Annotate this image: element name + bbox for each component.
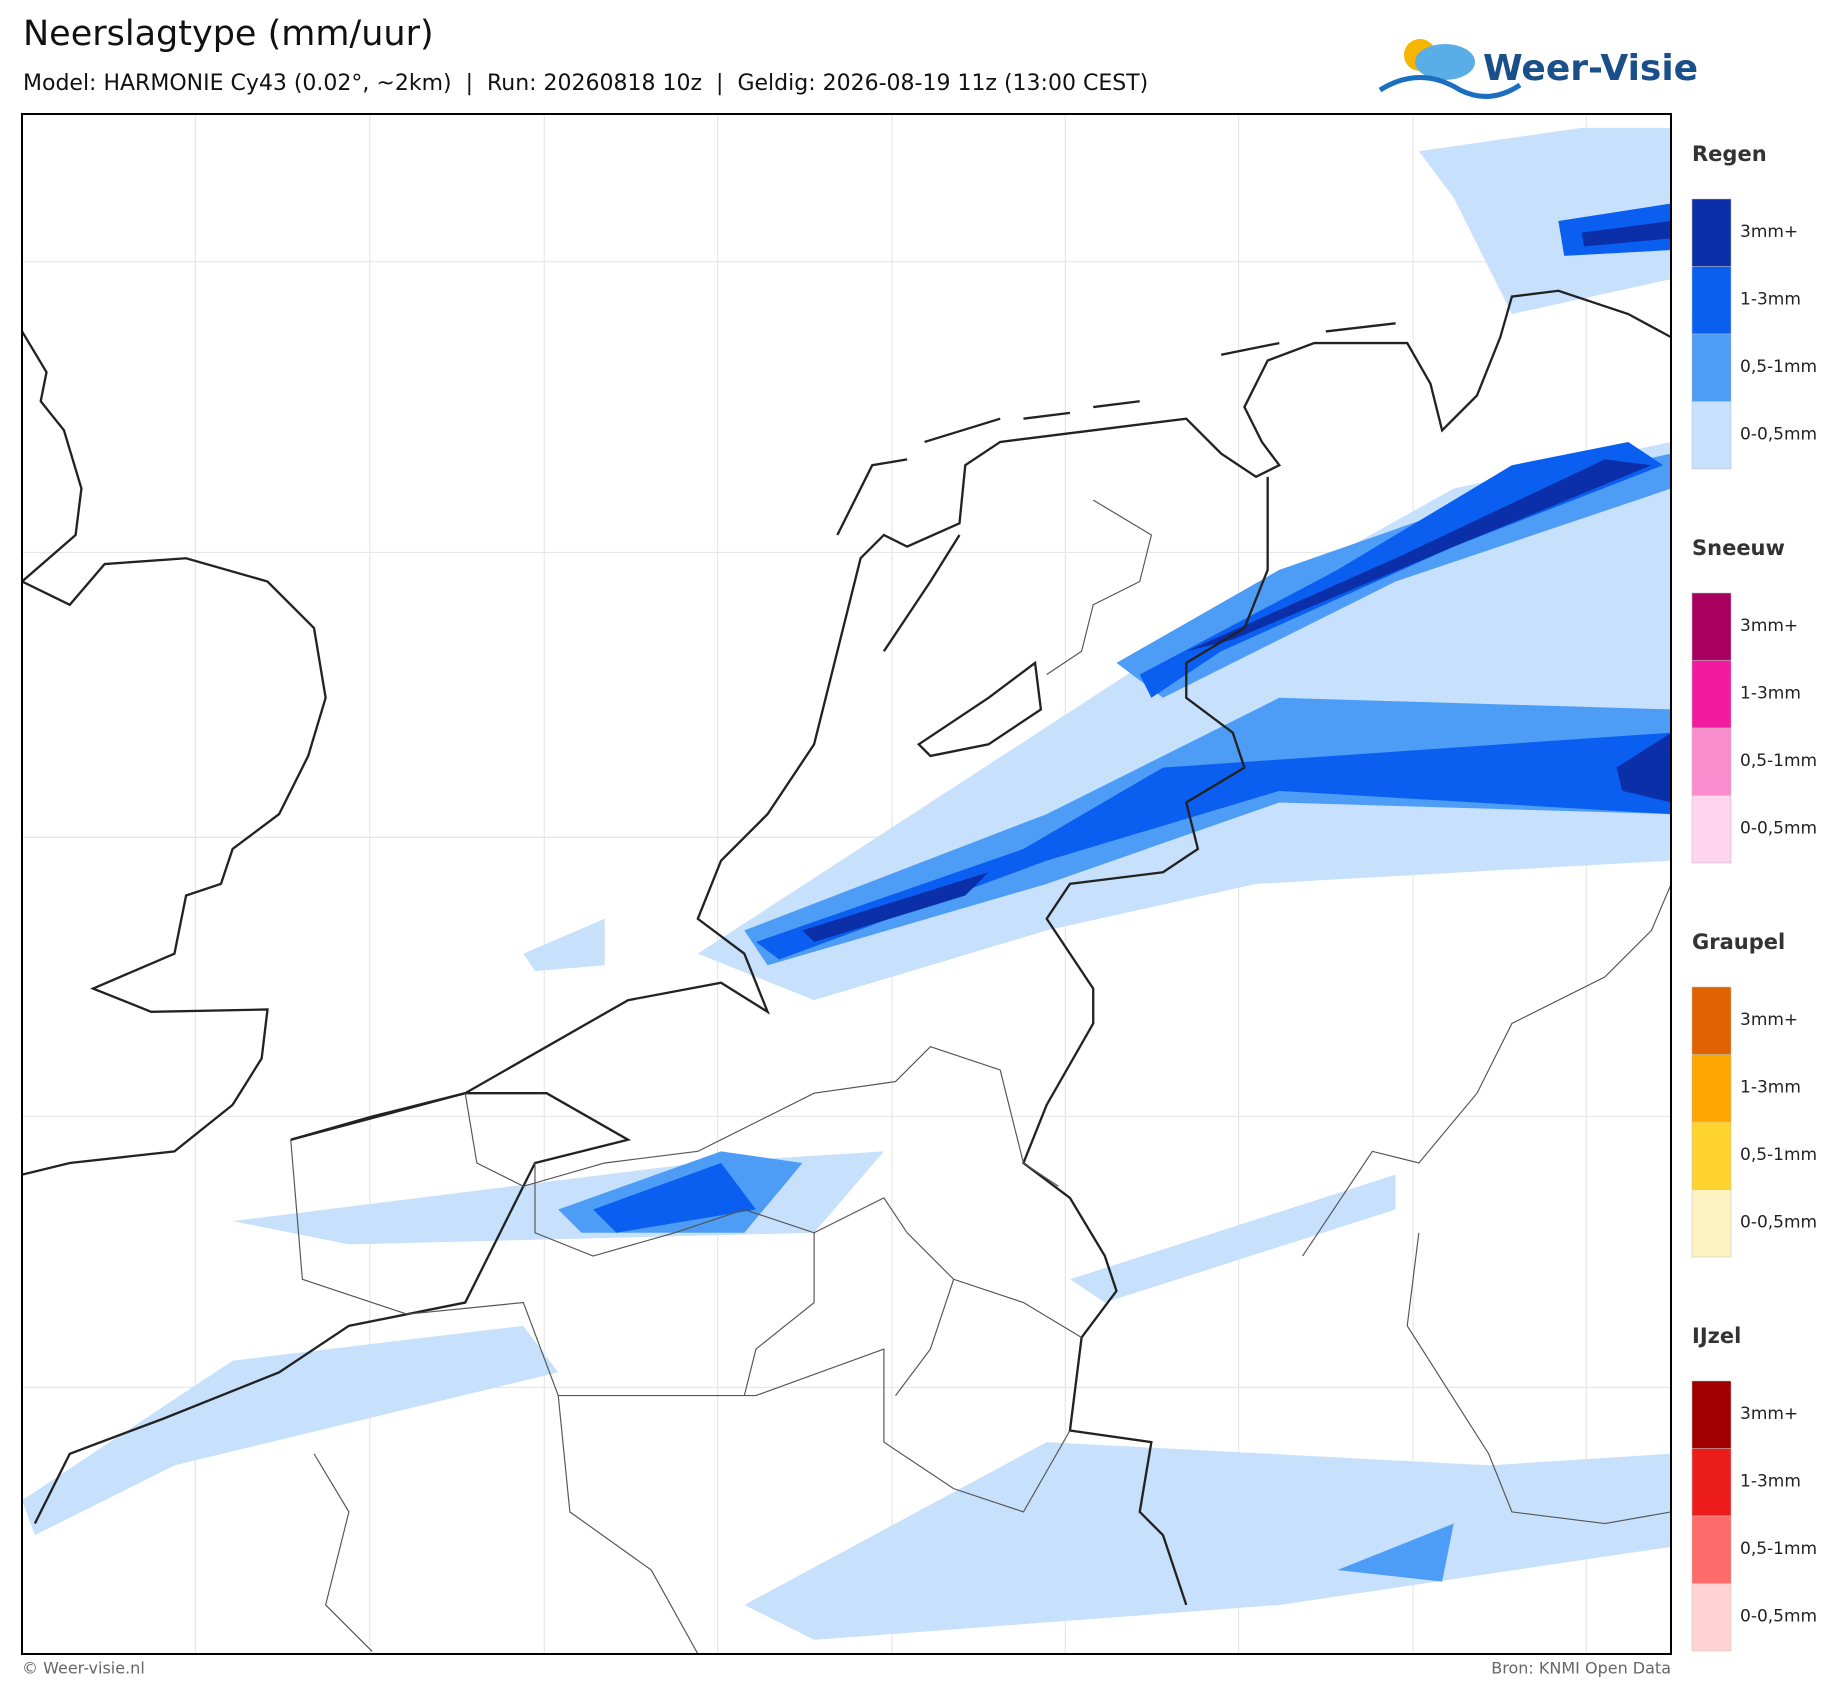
legend-group-title: Graupel bbox=[1692, 930, 1785, 954]
legend-swatch bbox=[1691, 333, 1732, 402]
legend-swatch bbox=[1691, 1054, 1732, 1123]
legend-label: 0,5-1mm bbox=[1740, 357, 1817, 377]
logo-icon bbox=[1378, 39, 1522, 99]
legend-swatch bbox=[1691, 401, 1732, 470]
footer-left: © Weer-visie.nl bbox=[22, 1659, 145, 1678]
legend-swatch bbox=[1691, 1121, 1732, 1190]
map-frame bbox=[21, 113, 1672, 1655]
legend-label: 0,5-1mm bbox=[1740, 1145, 1817, 1165]
legend-label: 3mm+ bbox=[1740, 1010, 1798, 1030]
legend-swatch bbox=[1691, 592, 1732, 661]
legend-label: 3mm+ bbox=[1740, 1404, 1798, 1424]
legend-label: 1-3mm bbox=[1740, 290, 1801, 310]
legend-swatch bbox=[1691, 795, 1732, 864]
precipitation bbox=[22, 127, 1671, 1640]
title: Neerslagtype (mm/uur) bbox=[23, 14, 434, 54]
subtitle: Model: HARMONIE Cy43 (0.02°, ~2km) | Run… bbox=[23, 71, 1148, 96]
legend-label: 1-3mm bbox=[1740, 1078, 1801, 1098]
legend-label: 0-0,5mm bbox=[1740, 819, 1817, 839]
legend-group-title: Regen bbox=[1692, 142, 1767, 166]
legend-swatch bbox=[1691, 727, 1732, 796]
legend-swatch bbox=[1691, 1380, 1732, 1449]
legend-label: 1-3mm bbox=[1740, 1472, 1801, 1492]
legend-label: 1-3mm bbox=[1740, 684, 1801, 704]
logo-text: Weer-Visie bbox=[1483, 48, 1698, 89]
footer-right: Bron: KNMI Open Data bbox=[1491, 1659, 1671, 1678]
legend-label: 0,5-1mm bbox=[1740, 1539, 1817, 1559]
legend-swatch bbox=[1691, 1189, 1732, 1258]
legend-label: 0-0,5mm bbox=[1740, 1607, 1817, 1627]
legend-swatch bbox=[1691, 1515, 1732, 1584]
legend: Regen 3mm+ 1-3mm 0,5-1mm 0-0,5mm Sneeuw 3mm+ 1-… bbox=[1691, 142, 1817, 1652]
legend-swatch bbox=[1691, 1448, 1732, 1517]
legend-swatch bbox=[1691, 1583, 1732, 1652]
map bbox=[22, 114, 1671, 1654]
legend-swatch bbox=[1691, 660, 1732, 729]
legend-swatch bbox=[1691, 986, 1732, 1055]
legend-label: 3mm+ bbox=[1740, 616, 1798, 636]
legend-group-title: Sneeuw bbox=[1692, 536, 1785, 560]
legend-swatch bbox=[1691, 198, 1732, 267]
legend-label: 0-0,5mm bbox=[1740, 425, 1817, 445]
legend-label: 3mm+ bbox=[1740, 222, 1798, 242]
legend-group-title: IJzel bbox=[1692, 1324, 1741, 1348]
legend-label: 0,5-1mm bbox=[1740, 751, 1817, 771]
borders bbox=[290, 499, 1671, 1654]
legend-label: 0-0,5mm bbox=[1740, 1213, 1817, 1233]
legend-swatch bbox=[1691, 266, 1732, 335]
